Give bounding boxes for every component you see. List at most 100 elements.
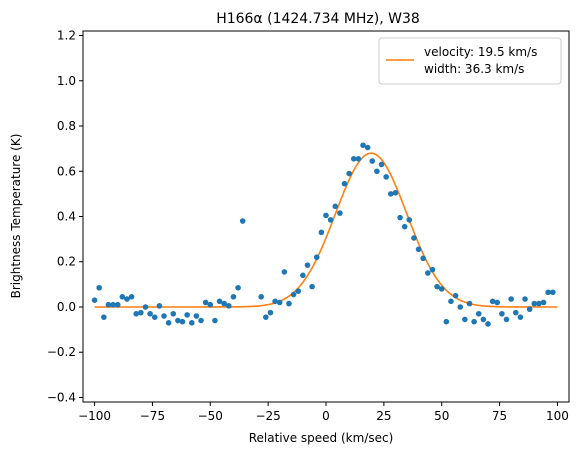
data-point — [406, 217, 413, 223]
data-point — [290, 291, 297, 298]
data-point — [360, 142, 366, 149]
data-point — [388, 191, 394, 197]
data-point — [235, 284, 241, 291]
data-point — [355, 156, 362, 162]
y-tick-label: 0.4 — [57, 210, 76, 224]
data-point — [230, 294, 237, 300]
data-point — [429, 266, 436, 273]
data-point — [369, 158, 376, 164]
data-point — [226, 303, 232, 309]
data-point — [313, 254, 320, 261]
data-point — [425, 270, 431, 276]
data-point — [272, 298, 278, 305]
data-point — [517, 314, 524, 320]
data-point — [110, 301, 116, 308]
data-point — [415, 246, 422, 253]
data-point — [503, 316, 510, 323]
y-tick-label: 0.0 — [57, 300, 76, 314]
data-point — [438, 286, 445, 292]
data-point — [124, 296, 130, 302]
data-point — [378, 161, 385, 168]
data-point — [420, 255, 427, 262]
data-point — [258, 294, 265, 300]
x-tick-label: −25 — [255, 409, 280, 423]
data-point — [128, 294, 135, 300]
data-point — [179, 318, 186, 325]
data-point — [550, 289, 556, 296]
data-point — [401, 223, 408, 230]
data-point — [443, 318, 450, 325]
y-tick-label: −0.4 — [47, 390, 76, 404]
data-point — [156, 303, 163, 309]
data-point — [489, 298, 496, 305]
data-point — [466, 300, 473, 307]
data-point — [133, 310, 140, 317]
y-tick-label: 0.8 — [57, 119, 76, 133]
data-point — [281, 269, 288, 275]
x-tick-label: 100 — [546, 409, 569, 423]
data-point — [374, 168, 380, 175]
data-point — [346, 170, 352, 177]
data-point — [207, 301, 214, 308]
data-point — [165, 320, 172, 326]
y-tick-label: −0.2 — [47, 345, 76, 359]
data-point — [309, 283, 315, 290]
data-point — [480, 316, 487, 323]
legend-velocity-label: velocity: 19.5 km/s — [424, 45, 537, 59]
data-point — [457, 304, 464, 310]
data-point — [452, 292, 459, 299]
data-point — [545, 289, 551, 296]
data-point — [471, 318, 477, 325]
data-point — [170, 310, 177, 317]
data-point — [267, 309, 274, 316]
data-point — [332, 203, 339, 210]
data-point — [286, 300, 292, 307]
x-tick-label: 0 — [322, 409, 330, 423]
data-point — [475, 310, 482, 317]
x-axis-ticks: −100 −75 −50 −25 0 25 50 75 100 — [78, 402, 569, 423]
x-tick-label: −50 — [198, 409, 223, 423]
data-point — [512, 309, 519, 316]
data-point — [323, 212, 329, 219]
data-point — [263, 314, 269, 320]
legend-width-label: width: 36.3 km/s — [424, 62, 524, 76]
data-point — [202, 299, 209, 306]
data-point — [295, 288, 302, 294]
data-point — [531, 300, 538, 307]
data-point — [138, 309, 144, 316]
data-point — [494, 299, 501, 306]
data-point — [161, 313, 167, 319]
data-point — [462, 316, 468, 323]
data-point — [341, 180, 348, 187]
data-point — [350, 156, 357, 162]
legend: velocity: 19.5 km/s width: 36.3 km/s — [378, 37, 562, 85]
data-point — [540, 299, 547, 306]
y-tick-label: 0.6 — [57, 164, 76, 178]
x-tick-label: 25 — [376, 409, 391, 423]
x-axis-label: Relative speed (km/sec) — [249, 431, 394, 445]
gaussian-fit-line — [94, 152, 558, 308]
fit-curve — [94, 152, 558, 308]
x-tick-label: −100 — [78, 409, 111, 423]
plot-frame — [82, 30, 570, 403]
data-point — [397, 214, 403, 221]
data-point — [114, 301, 121, 308]
x-tick-label: 50 — [434, 409, 449, 423]
data-point — [239, 218, 246, 224]
data-point — [221, 300, 227, 307]
data-points — [91, 142, 556, 327]
data-point — [91, 297, 98, 304]
data-point — [101, 314, 107, 320]
legend-box — [378, 37, 562, 85]
data-point — [327, 217, 334, 223]
data-point — [198, 317, 204, 324]
data-point — [448, 298, 454, 305]
data-point — [216, 298, 223, 305]
data-point — [392, 189, 399, 196]
y-tick-label: 1.2 — [57, 29, 76, 43]
chart-title: H166α (1424.734 MHz), W38 — [216, 11, 420, 27]
data-point — [526, 306, 533, 313]
y-axis-label: Brightness Temperature (K) — [9, 134, 23, 299]
data-point — [337, 210, 343, 216]
